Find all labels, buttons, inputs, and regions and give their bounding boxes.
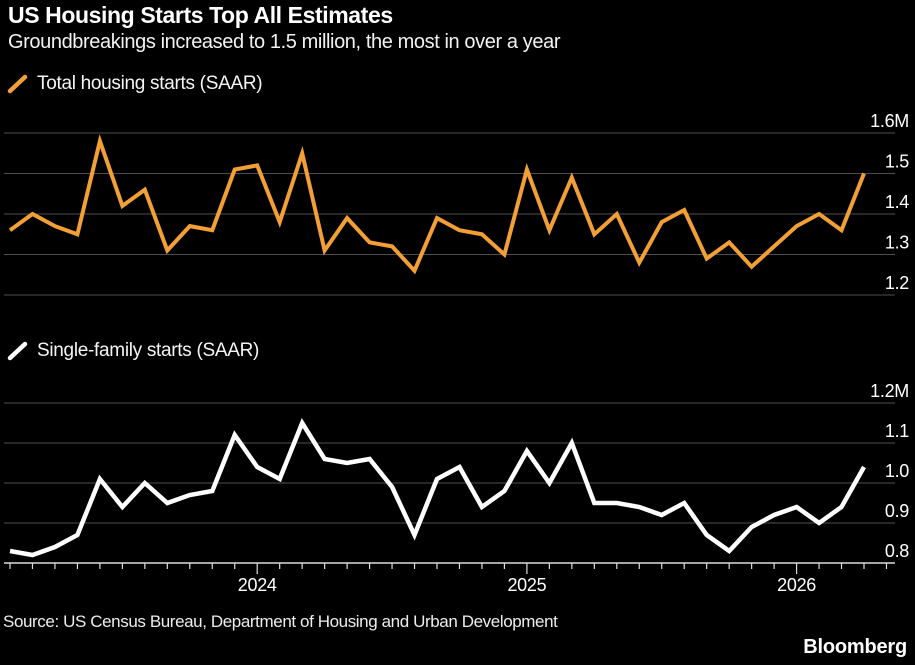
bloomberg-logo: Bloomberg [803,636,907,658]
legend-label-single-family: Single-family starts (SAAR) [37,340,260,361]
single-family-starts-line [9,418,866,558]
legend-single-family-starts: Single-family starts (SAAR) [7,340,259,362]
y-axis-label: 1.2M [870,381,909,401]
y-axis-label: 0.8 [885,541,909,561]
x-axis-year-label: 2026 [777,575,816,595]
y-axis-label: 1.2 [885,273,909,293]
y-axis-label: 1.6M [870,111,909,131]
x-axis-year-label: 2024 [238,575,277,595]
y-axis-label: 1.5 [885,152,909,172]
total-housing-starts-line [8,134,866,275]
legend-label-total: Total housing starts (SAAR) [37,73,263,94]
chart-title: US Housing Starts Top All Estimates [8,2,393,28]
x-axis-year-label: 2025 [507,575,546,595]
total-line-swatch-icon [7,74,28,94]
legend-total-housing-starts: Total housing starts (SAAR) [7,73,263,95]
y-axis-label: 1.1 [885,421,909,441]
y-axis-label: 1.4 [885,192,909,212]
y-axis-label: 1.3 [885,233,909,253]
single-family-line-swatch-icon [7,341,28,361]
chart-subtitle: Groundbreakings increased to 1.5 million… [8,31,561,53]
y-axis-label: 0.9 [885,501,909,521]
source-attribution: Source: US Census Bureau, Department of … [3,612,558,631]
y-axis-label: 1.0 [885,461,909,481]
